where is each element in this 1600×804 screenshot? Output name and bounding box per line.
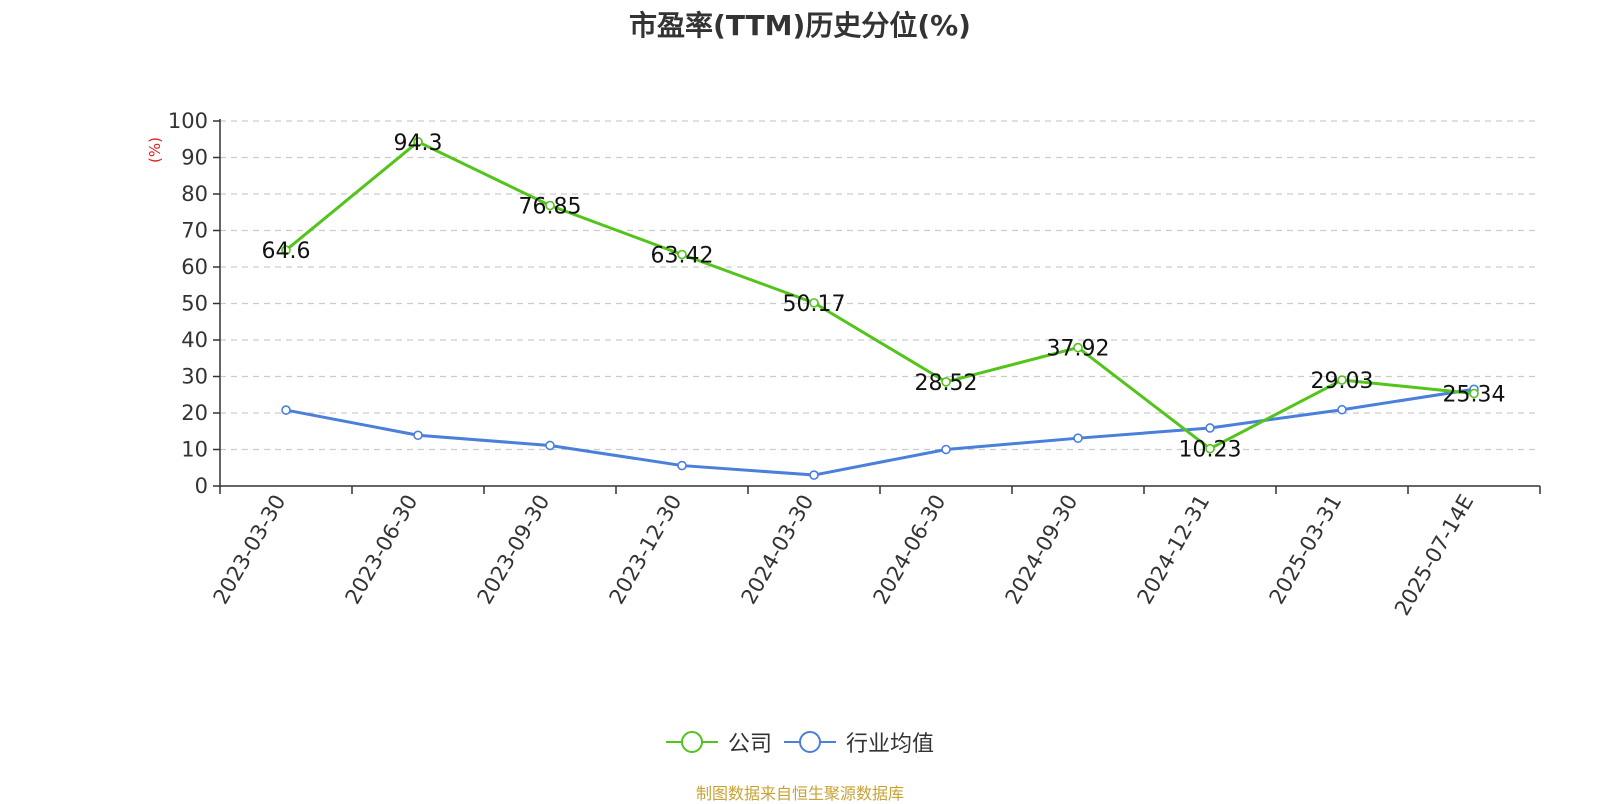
y-tick-label-70: 70: [181, 219, 208, 243]
data-label-3: 63.42: [651, 244, 714, 269]
series-1-point-6: [1073, 433, 1083, 443]
legend-company-marker-icon: [665, 731, 718, 753]
y-tick-label-90: 90: [181, 146, 208, 170]
y-tick-label-0: 0: [195, 474, 208, 498]
data-labels: 64.6 94.3 76.85 63.42 50.17 28.52 37.92 10.23 29…: [262, 131, 1506, 463]
y-tick-label-60: 60: [181, 255, 208, 279]
y-tick-label-30: 30: [181, 365, 208, 389]
x-tick-label-2023-12-30: 2023-12-30: [605, 491, 687, 609]
legend-industry-marker-icon: [784, 731, 836, 753]
x-tick-label-2024-12-31: 2024-12-31: [1133, 491, 1215, 609]
series-1-point-4: [809, 470, 819, 480]
data-label-2: 76.85: [519, 194, 582, 219]
chart-title: 市盈率(TTM)历史分位(%): [629, 9, 971, 42]
series-1-point-0: [281, 405, 291, 415]
series-1-point-3: [677, 460, 687, 471]
series-0-point-7: [1205, 443, 1215, 454]
y-tick-label-20: 20: [181, 401, 208, 425]
x-tick-label-2023-09-30: 2023-09-30: [473, 491, 555, 609]
series-1-point-1: [413, 430, 423, 441]
data-label-9: 25.34: [1443, 383, 1506, 408]
y-tick-label-80: 80: [181, 182, 208, 206]
x-tick-label-2024-09-30: 2024-09-30: [1001, 491, 1083, 609]
series-0-point-1: [413, 137, 423, 147]
x-tick-label-2024-03-30: 2024-03-30: [737, 491, 819, 609]
y-tick-label-100: 100: [168, 109, 208, 133]
y-tick-label-10: 10: [181, 438, 208, 462]
data-label-0: 64.6: [262, 239, 311, 264]
axes: 0 10 20 30 40 50 60 70 80 90 100 2023-03-30 2023-06-…: [168, 109, 1541, 620]
data-label-6: 37.92: [1047, 337, 1110, 362]
data-label-4: 50.17: [783, 292, 846, 317]
series-line-0: [285, 140, 1475, 451]
series-1-point-8: [1337, 404, 1347, 415]
y-tick-label-40: 40: [181, 328, 208, 352]
y-axis-label: (%): [146, 137, 164, 163]
legend-label-company: 公司: [727, 732, 772, 757]
x-tick-label-2025-03-31: 2025-03-31: [1265, 491, 1347, 609]
x-tick-label-2024-06-30: 2024-06-30: [869, 491, 951, 609]
series-0-point-2: [545, 200, 555, 211]
series-0-point-8: [1337, 375, 1347, 385]
x-tick-label-2023-06-30: 2023-06-30: [341, 491, 423, 609]
legend-item-company[interactable]: 公司: [665, 726, 772, 758]
legend: 公司 行业均值: [0, 722, 1600, 762]
data-label-8: 29.03: [1311, 369, 1374, 394]
data-label-5: 28.52: [915, 371, 978, 396]
data-label-7: 10.23: [1179, 438, 1242, 463]
series-lines: [281, 137, 1479, 480]
series-0-point-4: [809, 298, 819, 308]
data-label-1: 94.3: [394, 131, 443, 156]
series-0-point-9: [1469, 388, 1479, 399]
x-tick-label-2023-03-30: 2023-03-30: [209, 491, 291, 609]
series-line-1: [285, 387, 1475, 477]
series-0-point-3: [677, 249, 687, 260]
x-tick-label-2025-07-14E: 2025-07-14E: [1390, 491, 1478, 620]
legend-item-industry[interactable]: 行业均值: [784, 726, 934, 758]
legend-label-industry: 行业均值: [846, 732, 935, 757]
source-note: 制图数据来自恒生聚源数据库: [695, 784, 904, 803]
series-1-point-7: [1205, 423, 1215, 433]
y-tick-label-50: 50: [181, 292, 208, 316]
series-1-point-2: [545, 440, 555, 451]
series-0-point-0: [281, 245, 291, 256]
series-0-point-5: [941, 377, 951, 387]
grid-lines: [220, 120, 1540, 451]
series-0-point-6: [1073, 342, 1083, 353]
series-1-point-5: [941, 444, 951, 455]
